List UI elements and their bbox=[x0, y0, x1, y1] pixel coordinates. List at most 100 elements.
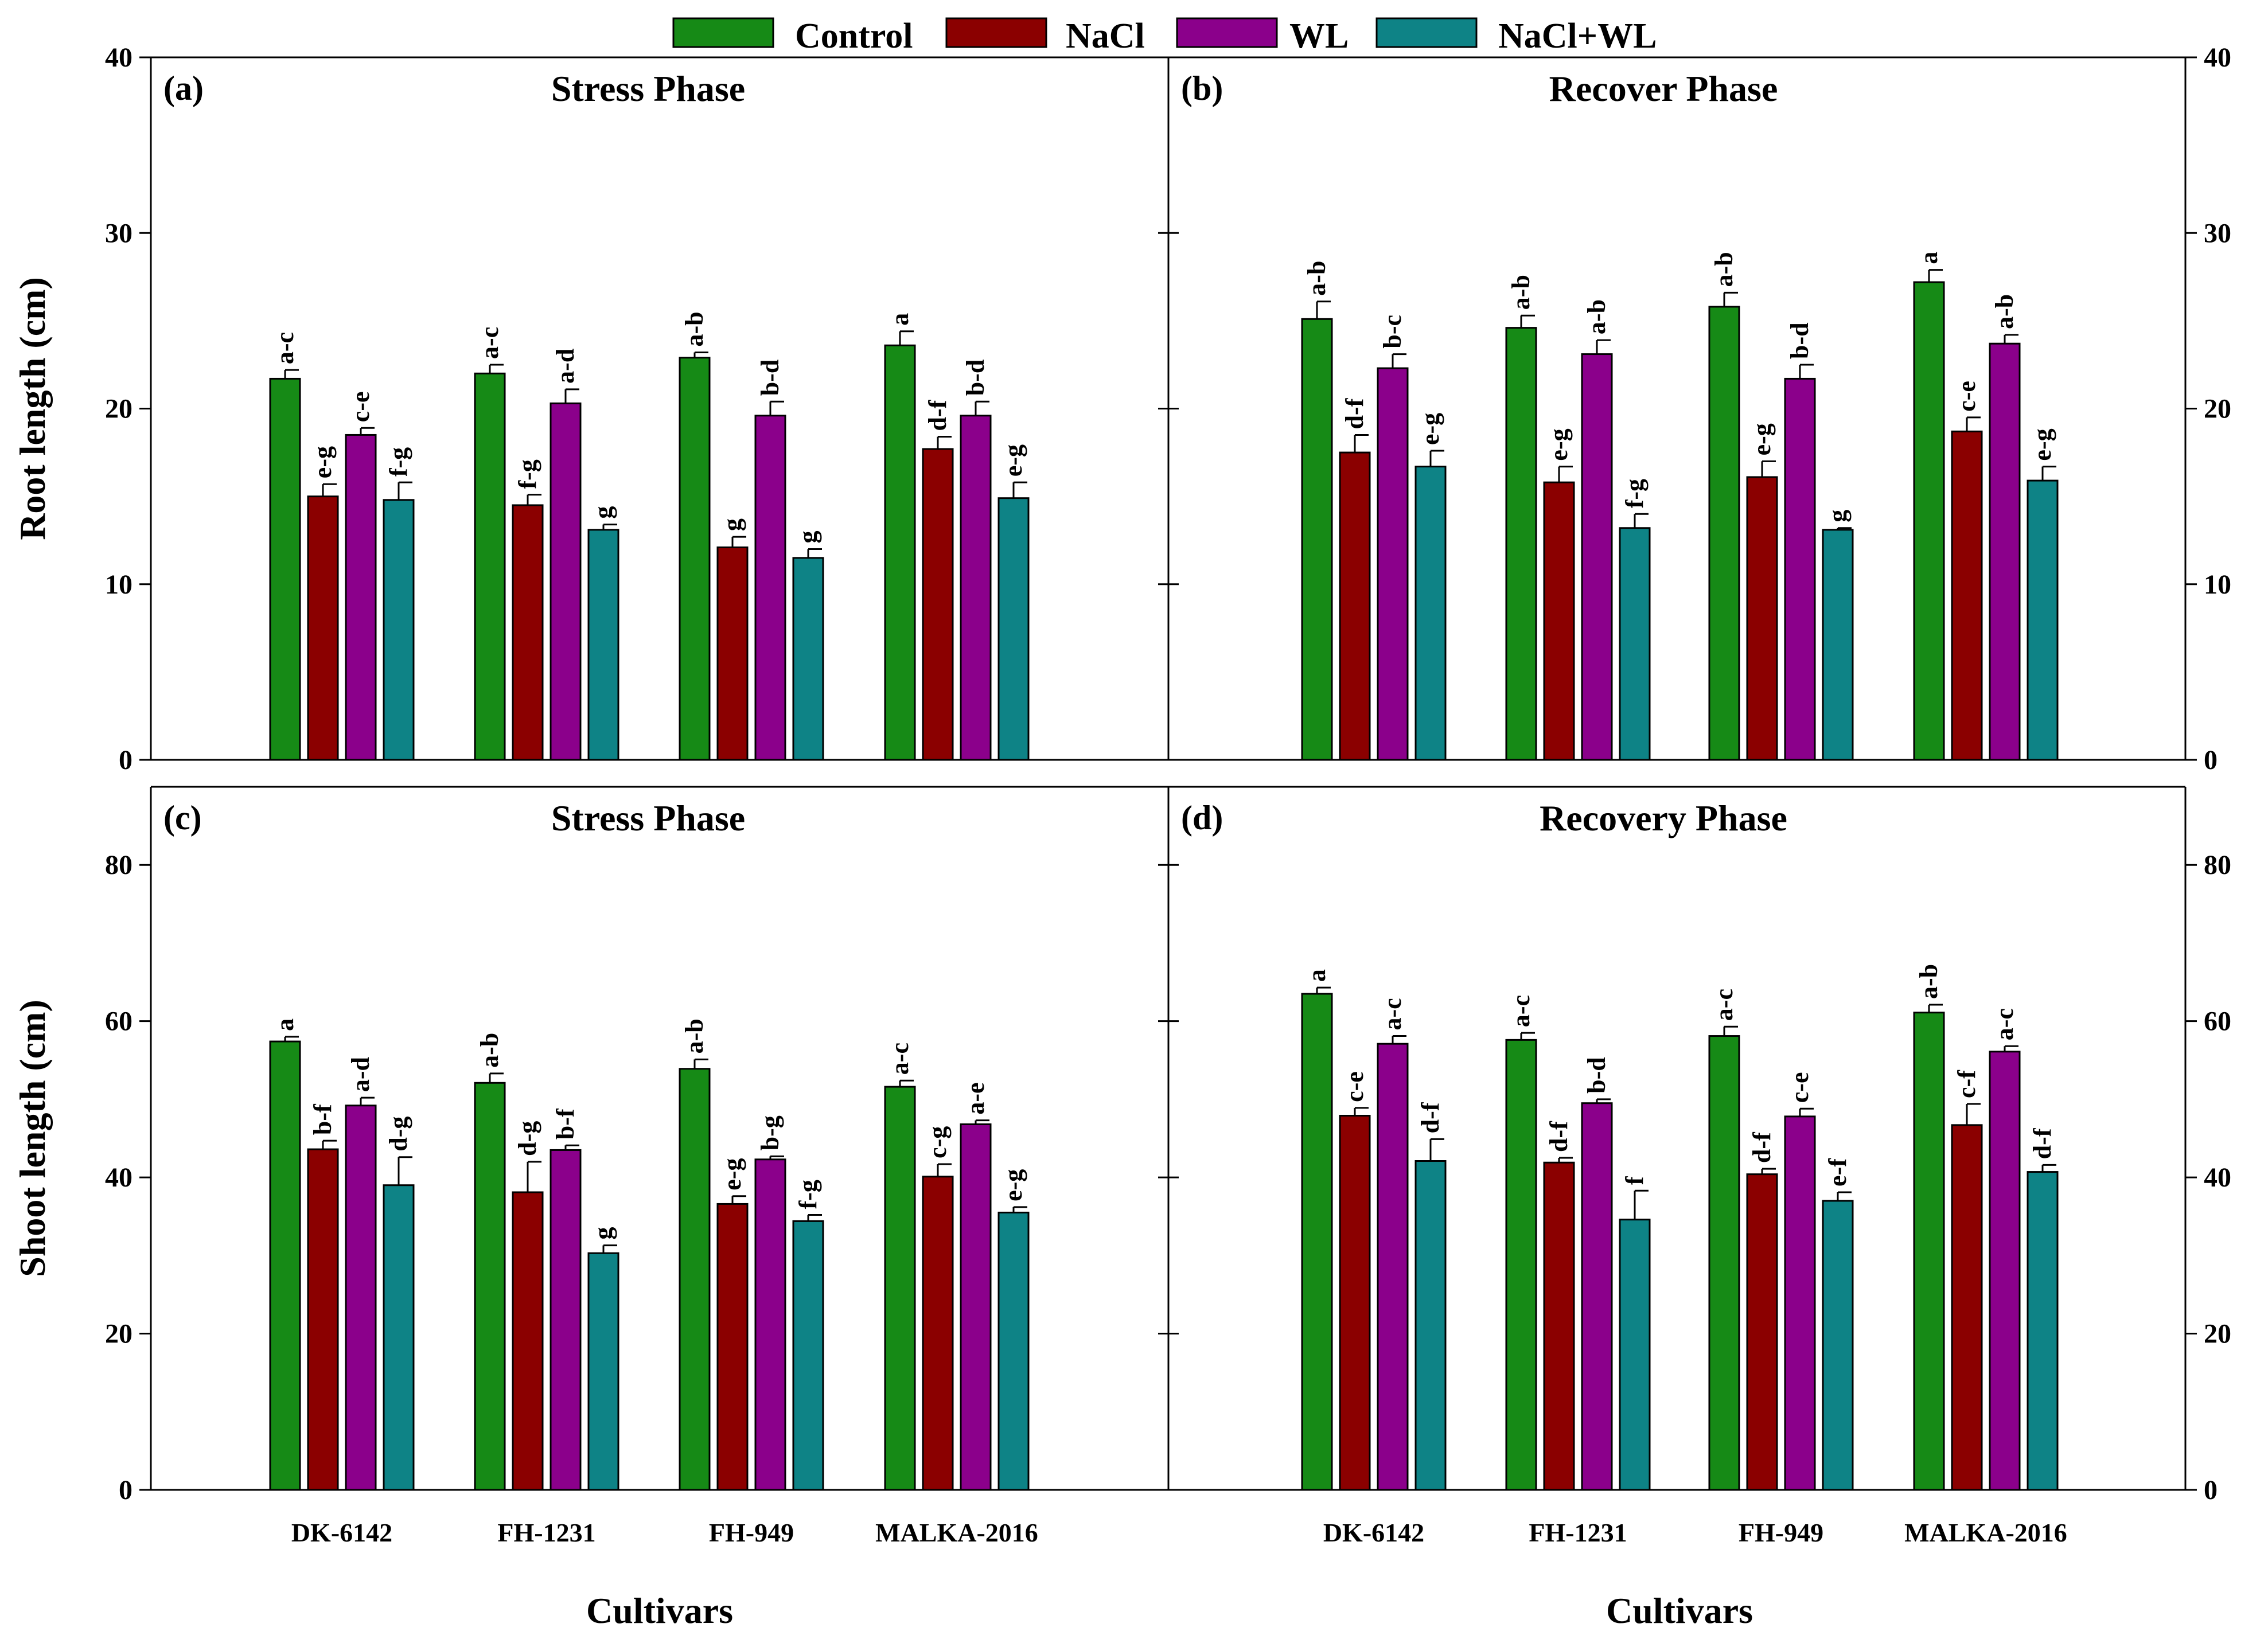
bar-nacl-fh-949 bbox=[716, 1203, 749, 1491]
bar-nacl-wl-fh-949 bbox=[792, 1220, 824, 1491]
y-tick-label: 30 bbox=[2204, 218, 2231, 248]
bar-control-fh-1231 bbox=[474, 1082, 506, 1491]
bar-wl-malka-2016 bbox=[1989, 342, 2021, 761]
panel-c: 0 20 40 60 80 Shoot length (cm) (c) Stress Phas… bbox=[12, 786, 1170, 1547]
y-tick-label: 20 bbox=[2204, 394, 2231, 424]
significance-label: g bbox=[718, 518, 746, 531]
y-tick-label: 60 bbox=[105, 1006, 133, 1037]
y-tick-label: 40 bbox=[105, 1162, 133, 1193]
y-tick-label: 80 bbox=[2204, 850, 2231, 880]
bar-wl-dk-6142 bbox=[345, 434, 377, 761]
bar-control-fh-949 bbox=[1708, 306, 1740, 761]
panel-title: Stress Phase bbox=[551, 68, 745, 109]
bar-wl-fh-949 bbox=[754, 415, 786, 761]
bar-control-fh-949 bbox=[1708, 1035, 1740, 1491]
significance-label: d-g bbox=[513, 1121, 541, 1156]
y-tick-label: 60 bbox=[2204, 1006, 2231, 1037]
significance-label: e-g bbox=[309, 446, 337, 478]
bar-control-malka-2016 bbox=[884, 1086, 916, 1491]
panel-letter: (d) bbox=[1181, 799, 1223, 837]
bar-control-fh-1231 bbox=[1505, 1039, 1537, 1491]
significance-label: a-b bbox=[1303, 261, 1331, 296]
significance-label: a-b bbox=[1507, 275, 1535, 310]
significance-label: a bbox=[1915, 252, 1943, 264]
y-tick-label: 20 bbox=[105, 1319, 133, 1349]
bar-control-dk-6142 bbox=[269, 377, 301, 761]
significance-label: a-c bbox=[1378, 998, 1406, 1030]
chart-panels: 0 10 20 30 40 Root length (cm) (a) Stress Phase… bbox=[12, 42, 2231, 1547]
significance-label: c-g bbox=[923, 1126, 952, 1158]
panel-title: Recovery Phase bbox=[1540, 798, 1787, 838]
significance-label: b-d bbox=[1786, 322, 1814, 359]
significance-label: b-f bbox=[551, 1108, 579, 1139]
bar-wl-fh-1231 bbox=[1581, 1102, 1613, 1491]
significance-label: a-b bbox=[476, 1033, 504, 1068]
bar-nacl-dk-6142 bbox=[1339, 451, 1371, 761]
significance-label: e-g bbox=[1416, 413, 1444, 445]
y-tick-label: 40 bbox=[2204, 42, 2231, 73]
bar-control-dk-6142 bbox=[1301, 993, 1333, 1491]
bar-nacl-fh-1231 bbox=[512, 1191, 544, 1491]
bar-nacl-wl-fh-1231 bbox=[1619, 1219, 1651, 1491]
significance-label: a-e bbox=[961, 1082, 989, 1114]
bar-nacl-wl-fh-949 bbox=[1822, 529, 1854, 761]
significance-label: e-g bbox=[1545, 428, 1573, 460]
legend-label: NaCl bbox=[1066, 17, 1145, 56]
bar-control-fh-1231 bbox=[474, 372, 506, 761]
bar-nacl-wl-fh-1231 bbox=[587, 1252, 619, 1491]
significance-label: a-d bbox=[551, 349, 579, 384]
x-axis-title: Cultivars bbox=[586, 1590, 733, 1631]
bar-nacl-malka-2016 bbox=[922, 1176, 954, 1491]
significance-label: d-g bbox=[384, 1117, 412, 1152]
significance-label: g bbox=[589, 506, 617, 519]
legend-label: Control bbox=[795, 17, 913, 56]
bar-nacl-malka-2016 bbox=[1951, 430, 1983, 761]
y-tick-label: 0 bbox=[2204, 745, 2218, 775]
panel-title: Recover Phase bbox=[1549, 68, 1778, 109]
y-axis-title: Shoot length (cm) bbox=[12, 1000, 53, 1277]
significance-label: a-c bbox=[1990, 1008, 2018, 1040]
bar-wl-fh-949 bbox=[754, 1158, 786, 1491]
category-label: FH-949 bbox=[709, 1518, 794, 1547]
significance-label: g bbox=[589, 1227, 617, 1240]
y-tick-label: 40 bbox=[2204, 1162, 2231, 1193]
legend-swatch-nacl bbox=[945, 17, 1047, 48]
bar-nacl-wl-malka-2016 bbox=[2027, 1171, 2059, 1491]
bar-control-dk-6142 bbox=[269, 1040, 301, 1491]
y-tick-label: 10 bbox=[105, 569, 133, 600]
category-label: FH-1231 bbox=[1529, 1518, 1627, 1547]
significance-label: d-f bbox=[2028, 1127, 2056, 1159]
significance-label: a-d bbox=[346, 1057, 375, 1092]
significance-label: b-d bbox=[756, 360, 784, 396]
x-axis-titles: Cultivars Cultivars bbox=[586, 1590, 1753, 1631]
significance-label: c-e bbox=[1340, 1071, 1369, 1102]
bar-wl-dk-6142 bbox=[1377, 1043, 1409, 1491]
significance-label: d-f bbox=[1545, 1121, 1573, 1152]
bar-control-malka-2016 bbox=[1913, 281, 1945, 761]
y-tick-label: 80 bbox=[105, 850, 133, 880]
bar-nacl-wl-dk-6142 bbox=[1414, 466, 1447, 761]
legend-label: WL bbox=[1289, 17, 1349, 56]
legend-item-control: Control bbox=[672, 17, 913, 56]
bar-nacl-dk-6142 bbox=[307, 1148, 339, 1491]
bar-nacl-fh-949 bbox=[1746, 476, 1778, 761]
significance-label: b-c bbox=[1378, 315, 1406, 349]
significance-label: f-g bbox=[1620, 479, 1649, 508]
bar-wl-malka-2016 bbox=[1989, 1051, 2021, 1491]
significance-label: c-e bbox=[1953, 381, 1981, 412]
legend-label: NaCl+WL bbox=[1498, 17, 1657, 56]
panel-letter: (b) bbox=[1181, 69, 1223, 107]
legend-item-wl: WL bbox=[1176, 17, 1349, 56]
y-tick-label: 20 bbox=[2204, 1319, 2231, 1349]
significance-label: e-g bbox=[718, 1158, 746, 1191]
bar-wl-fh-1231 bbox=[1581, 353, 1613, 761]
legend-swatch-wl bbox=[1176, 17, 1278, 48]
bar-wl-fh-949 bbox=[1784, 377, 1816, 761]
category-label: MALKA-2016 bbox=[875, 1518, 1038, 1547]
bar-nacl-malka-2016 bbox=[1951, 1124, 1983, 1491]
bar-nacl-fh-1231 bbox=[512, 504, 544, 761]
significance-label: a-c bbox=[1710, 989, 1738, 1021]
category-label: FH-1231 bbox=[497, 1518, 595, 1547]
bar-nacl-wl-fh-1231 bbox=[587, 529, 619, 761]
category-label: DK-6142 bbox=[291, 1518, 392, 1547]
